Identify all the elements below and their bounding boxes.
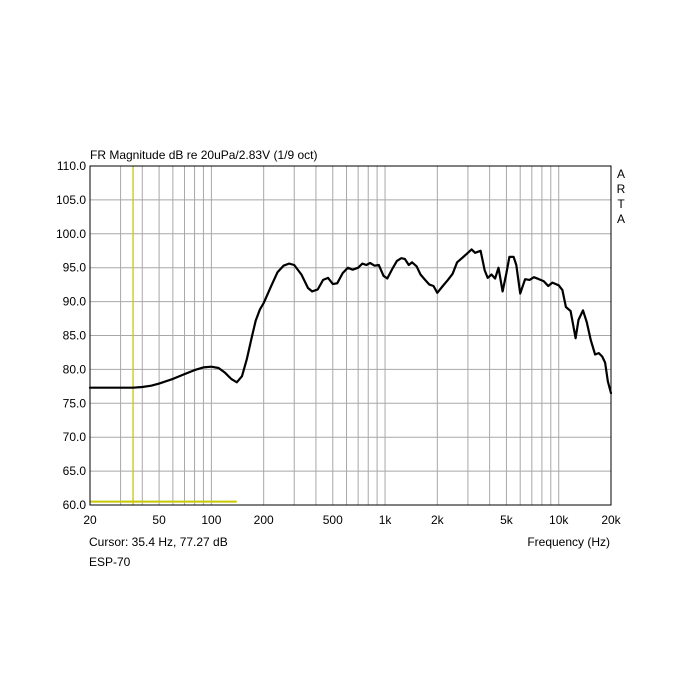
x-axis-title: Frequency (Hz) <box>527 535 610 549</box>
x-tick-label: 100 <box>201 513 221 527</box>
y-tick-label: 65.0 <box>63 464 87 478</box>
side-label-letter: T <box>617 197 625 211</box>
plot-frame <box>89 165 612 506</box>
x-tick-label: 50 <box>152 513 166 527</box>
cursor-readout: Cursor: 35.4 Hz, 77.27 dB <box>89 535 228 549</box>
chart-title: FR Magnitude dB re 20uPa/2.83V (1/9 oct) <box>90 148 317 162</box>
side-label-letter: A <box>617 212 625 226</box>
y-tick-label: 110.0 <box>57 159 86 173</box>
x-tick-label: 20k <box>601 513 621 527</box>
cursor-markers <box>90 166 237 505</box>
y-tick-label: 105.0 <box>56 193 86 207</box>
y-tick-label: 100.0 <box>56 227 86 241</box>
y-tick-label: 85.0 <box>63 329 87 343</box>
series-line-0 <box>88 248 613 395</box>
side-label-letter: A <box>617 167 625 181</box>
y-tick-label: 95.0 <box>63 261 87 275</box>
x-tick-label: 1k <box>379 513 393 527</box>
y-tick-label: 80.0 <box>63 362 87 376</box>
x-tick-label: 20 <box>83 513 97 527</box>
x-tick-label: 500 <box>323 513 343 527</box>
series-layer <box>88 248 613 395</box>
y-tick-label: 90.0 <box>63 295 87 309</box>
y-tick-label: 70.0 <box>63 430 87 444</box>
x-tick-label: 200 <box>254 513 274 527</box>
axis-tick-labels: 60.0 65.0 70.0 75.0 80.0 85.0 90.0 95.0 100.0 105… <box>56 159 622 527</box>
grid-lines <box>90 166 611 505</box>
side-label-letter: R <box>617 182 626 196</box>
x-tick-label: 10k <box>549 513 569 527</box>
x-tick-label: 5k <box>500 513 514 527</box>
device-label: ESP-70 <box>89 555 131 569</box>
y-tick-label: 75.0 <box>63 396 87 410</box>
x-tick-label: 2k <box>431 513 445 527</box>
y-tick-label: 60.0 <box>63 498 87 512</box>
